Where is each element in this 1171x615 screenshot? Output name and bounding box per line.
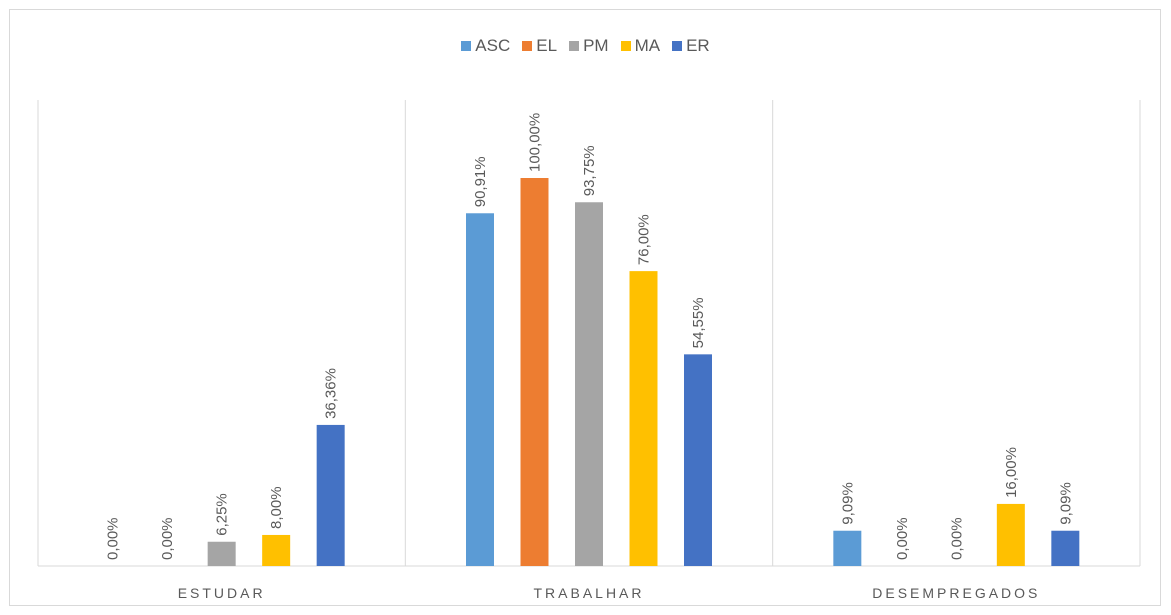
data-label: 0,00%	[159, 517, 176, 560]
data-label: 100,00%	[527, 113, 544, 172]
legend-label: EL	[536, 36, 558, 55]
legend-label: PM	[583, 36, 609, 55]
data-label: 9,09%	[839, 482, 856, 525]
data-label: 36,36%	[323, 368, 340, 419]
bar-er	[316, 424, 345, 566]
data-label: 54,55%	[690, 297, 707, 348]
data-label: 90,91%	[472, 156, 489, 207]
bar-pm	[207, 541, 236, 566]
legend: ASC EL PM MA ER	[0, 36, 1171, 56]
legend-label: MA	[634, 36, 661, 55]
legend-item-asc: ASC	[461, 36, 510, 56]
data-label: 6,25%	[214, 493, 231, 536]
data-label: 0,00%	[948, 517, 965, 560]
bar-ma	[629, 271, 658, 566]
data-label: 0,00%	[105, 517, 122, 560]
data-label: 93,75%	[581, 145, 598, 196]
legend-label: ER	[686, 36, 710, 55]
bar-asc	[833, 530, 862, 566]
bar-ma	[262, 534, 291, 566]
category-label: ESTUDAR	[178, 585, 266, 601]
legend-item-er: ER	[672, 36, 710, 56]
data-label: 9,09%	[1057, 482, 1074, 525]
category-label: DESEMPREGADOS	[872, 585, 1040, 601]
legend-swatch	[569, 41, 580, 51]
category-label: TRABALHAR	[533, 585, 644, 601]
legend-swatch	[522, 41, 533, 51]
legend-item-ma: MA	[620, 36, 661, 56]
data-label: 76,00%	[636, 214, 653, 265]
bar-pm	[575, 202, 603, 566]
data-label: 16,00%	[1003, 447, 1020, 498]
data-label: 8,00%	[268, 486, 285, 529]
legend-label: ASC	[475, 36, 511, 55]
legend-swatch	[620, 41, 631, 51]
bar-el	[520, 178, 549, 566]
legend-swatch	[461, 41, 472, 51]
legend-item-el: EL	[522, 36, 557, 56]
data-label: 0,00%	[894, 517, 911, 560]
bar-er	[1051, 530, 1080, 566]
bar-asc	[466, 213, 494, 566]
bar-er	[684, 354, 712, 566]
legend-swatch	[672, 41, 683, 51]
bar-ma	[996, 503, 1025, 566]
legend-item-pm: PM	[569, 36, 609, 56]
